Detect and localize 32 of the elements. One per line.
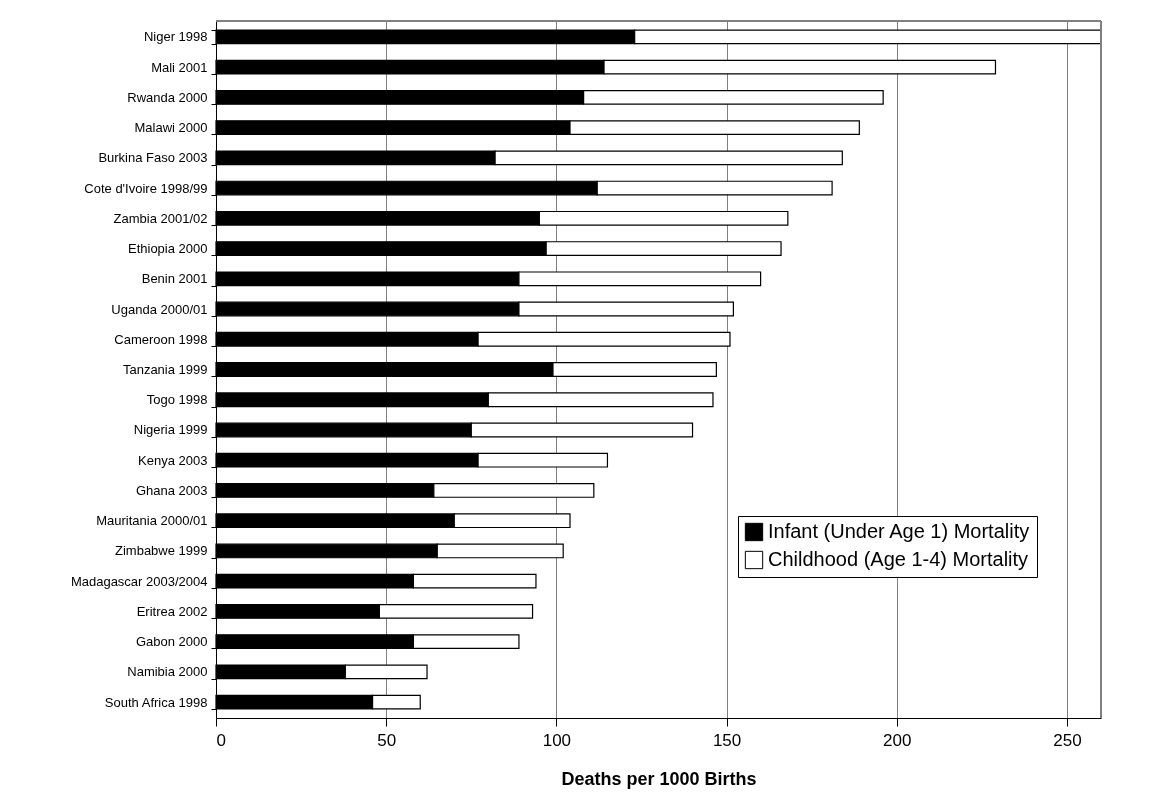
y-tick-label: Namibia 2000 <box>127 664 208 680</box>
y-tick-label: Benin 2001 <box>141 271 208 287</box>
y-tick-label: Malawi 2000 <box>134 120 208 136</box>
y-tick-label: Zambia 2001/02 <box>113 210 208 226</box>
x-tick-label: 0 <box>216 730 226 750</box>
y-tick-label: Mauritania 2000/01 <box>96 513 208 529</box>
x-tick-label: 200 <box>883 730 912 750</box>
y-tick-label: Madagascar 2003/2004 <box>70 573 208 589</box>
x-tick-label: 50 <box>377 730 397 750</box>
x-tick-label: 150 <box>712 730 742 750</box>
y-tick-label: Gabon 2000 <box>135 634 208 650</box>
y-tick-label: Niger 1998 <box>143 29 208 45</box>
legend-label: Infant (Under Age 1) Mortality <box>768 520 1030 542</box>
y-tick-label: Nigeria 1999 <box>133 422 208 438</box>
y-tick-label: South Africa 1998 <box>104 694 208 710</box>
y-tick-label: Kenya 2003 <box>138 452 208 468</box>
y-tick-label: Cote d'Ivoire 1998/99 <box>84 180 208 196</box>
y-tick-label: Eritrea 2002 <box>136 603 208 619</box>
y-tick-label: Togo 1998 <box>146 392 208 408</box>
y-tick-label: Uganda 2000/01 <box>111 301 208 317</box>
x-tick-label: 100 <box>542 730 572 750</box>
legend-label: Childhood (Age 1-4) Mortality <box>768 548 1029 570</box>
y-tick-label: Zimbabwe 1999 <box>115 543 208 559</box>
x-tick-label: 250 <box>1053 730 1082 750</box>
y-tick-label: Rwanda 2000 <box>127 89 208 105</box>
y-tick-label: Mali 2001 <box>151 59 208 75</box>
y-tick-label: Burkina Faso 2003 <box>98 150 208 166</box>
y-tick-label: Ghana 2003 <box>135 482 208 498</box>
y-tick-label: Cameroon 1998 <box>114 331 208 347</box>
y-tick-label: Tanzania 1999 <box>122 362 208 377</box>
y-tick-label: Ethiopia 2000 <box>127 241 208 257</box>
x-axis-title: Deaths per 1000 Births <box>561 768 757 789</box>
